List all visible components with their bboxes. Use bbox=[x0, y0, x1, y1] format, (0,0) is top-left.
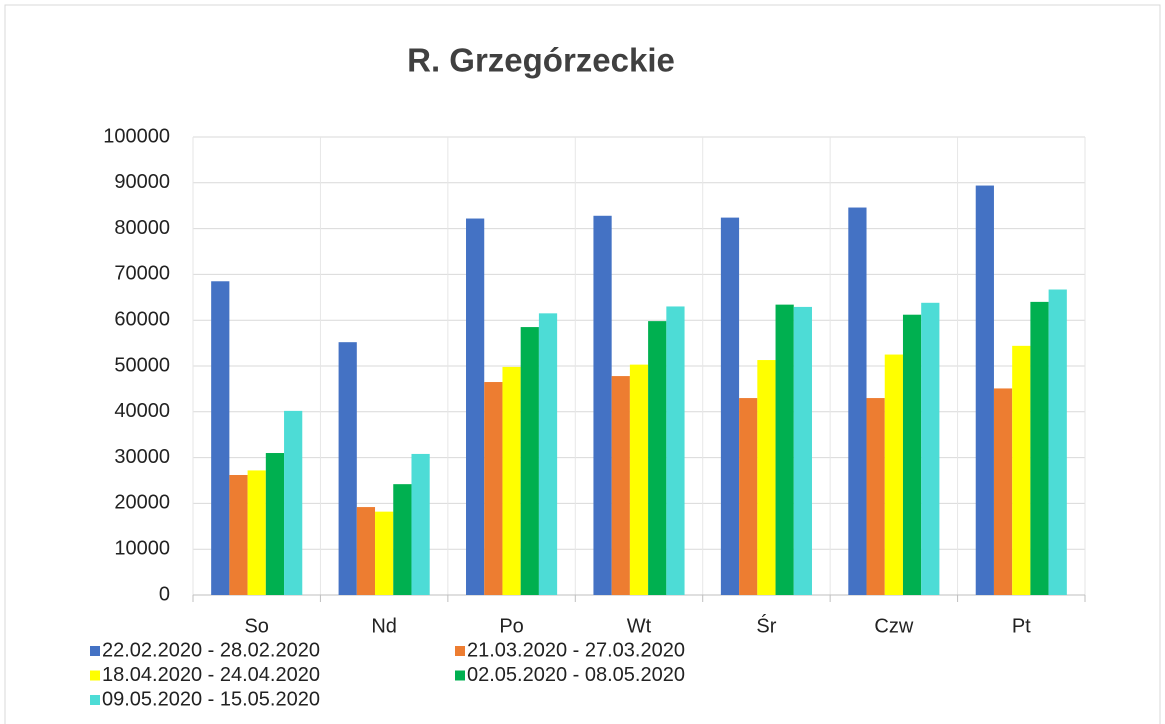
legend-swatch bbox=[455, 646, 465, 656]
x-tick-label: So bbox=[244, 615, 268, 637]
y-tick-label: 20000 bbox=[114, 492, 170, 514]
y-tick-label: 60000 bbox=[114, 308, 170, 330]
bar bbox=[393, 484, 412, 595]
bar bbox=[520, 327, 539, 595]
bar bbox=[975, 185, 994, 595]
bar bbox=[265, 453, 285, 595]
legend-swatch bbox=[90, 695, 100, 705]
legend-label: 18.04.2020 - 24.04.2020 bbox=[102, 664, 320, 686]
y-tick-label: 70000 bbox=[114, 263, 170, 285]
bar bbox=[666, 306, 685, 595]
bar bbox=[775, 304, 794, 595]
bar bbox=[648, 321, 667, 595]
y-tick-label: 10000 bbox=[114, 537, 170, 559]
bar bbox=[611, 376, 630, 595]
chart-title: R. Grzegórzeckie bbox=[407, 42, 675, 79]
bar bbox=[993, 388, 1013, 595]
bar bbox=[356, 507, 376, 595]
y-tick-label: 0 bbox=[159, 583, 170, 605]
legend-swatch bbox=[90, 646, 100, 656]
x-tick-label: Wt bbox=[627, 615, 652, 637]
legend-swatch bbox=[455, 670, 465, 681]
y-tick-label: 100000 bbox=[103, 125, 170, 147]
bar bbox=[757, 360, 776, 595]
bar bbox=[1048, 289, 1067, 595]
x-tick-label: Nd bbox=[371, 615, 397, 637]
legend-label: 09.05.2020 - 15.05.2020 bbox=[102, 688, 320, 710]
bar bbox=[1030, 301, 1049, 595]
bar bbox=[1012, 345, 1031, 595]
bar bbox=[739, 398, 758, 595]
bar bbox=[848, 207, 867, 596]
bar bbox=[720, 217, 740, 595]
legend-swatch bbox=[90, 670, 100, 681]
y-tick-label: 40000 bbox=[114, 400, 170, 422]
legend-label: 21.03.2020 - 27.03.2020 bbox=[467, 639, 685, 661]
bar bbox=[593, 215, 612, 595]
bar bbox=[793, 306, 812, 595]
bar bbox=[211, 281, 230, 595]
bar bbox=[338, 342, 357, 595]
x-tick-label: Pt bbox=[1012, 615, 1031, 637]
bar bbox=[884, 354, 903, 595]
bar bbox=[866, 398, 885, 595]
bar bbox=[538, 313, 558, 595]
legend-label: 02.05.2020 - 08.05.2020 bbox=[467, 664, 685, 686]
bar bbox=[247, 470, 266, 595]
bar bbox=[902, 314, 922, 595]
y-tick-label: 90000 bbox=[114, 171, 170, 193]
x-tick-label: Śr bbox=[756, 613, 776, 637]
bar bbox=[284, 410, 303, 595]
bar bbox=[466, 218, 485, 596]
legend-label: 22.02.2020 - 28.02.2020 bbox=[102, 639, 320, 661]
x-tick-label: Czw bbox=[874, 615, 913, 637]
y-tick-label: 80000 bbox=[114, 217, 170, 239]
y-tick-label: 30000 bbox=[114, 446, 170, 468]
y-tick-label: 50000 bbox=[114, 354, 170, 376]
bar bbox=[375, 511, 394, 595]
bar bbox=[502, 366, 521, 595]
chart-frame bbox=[4, 4, 1161, 724]
bar bbox=[629, 364, 649, 595]
bar bbox=[229, 475, 248, 595]
x-tick-label: Po bbox=[499, 615, 523, 637]
bar bbox=[411, 453, 430, 595]
bar bbox=[921, 302, 940, 595]
bar bbox=[484, 382, 503, 595]
